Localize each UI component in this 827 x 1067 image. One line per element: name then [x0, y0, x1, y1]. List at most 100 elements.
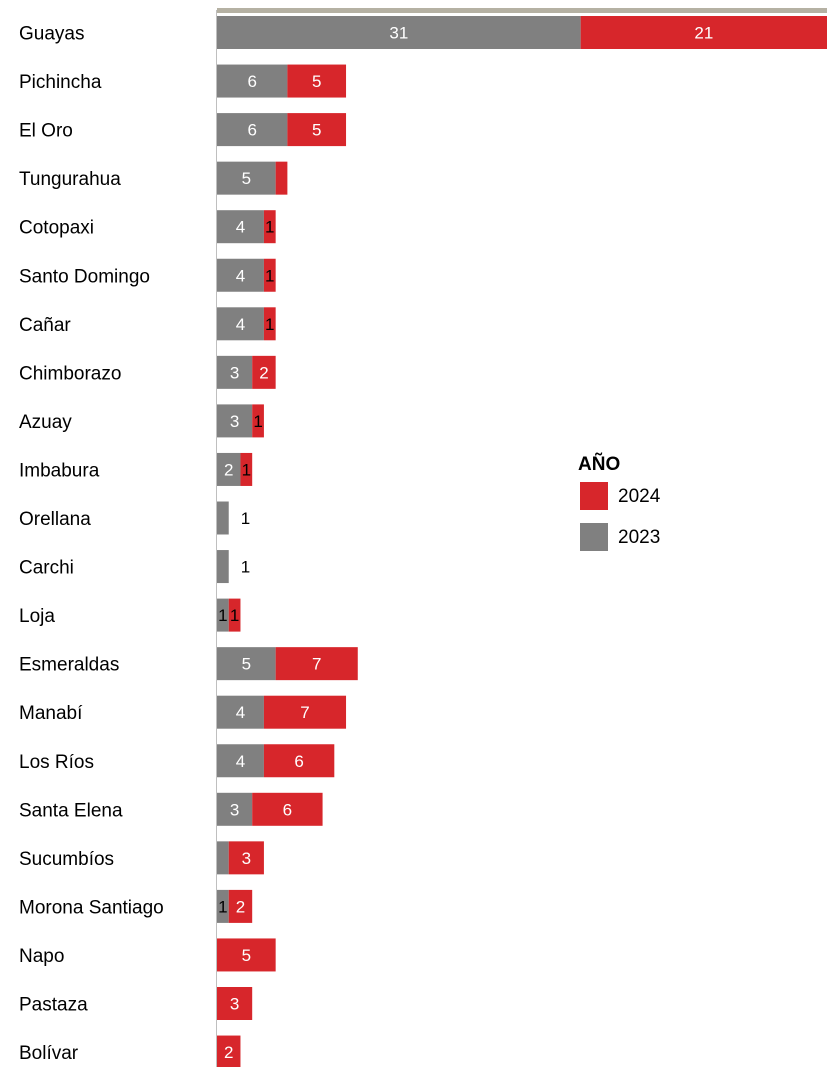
bar-2024-pastaza	[217, 987, 253, 1020]
bar-2024-canar	[263, 307, 276, 341]
value-label-2023-orellana: 1	[241, 509, 250, 528]
value-label-2024-napo: 5	[242, 946, 251, 965]
bar-2023-loja	[217, 598, 229, 632]
bar-2023-canar	[217, 307, 264, 341]
value-label-2024-manabi: 7	[300, 703, 309, 722]
value-label-2023-manabi: 4	[236, 703, 245, 722]
category-label-carchi: Carchi	[19, 558, 74, 579]
value-label-2024-esmeraldas: 7	[312, 655, 321, 674]
bar-2024-los-rios	[263, 744, 335, 778]
bar-2023-manabi	[217, 695, 264, 729]
value-label-2024-cotopaxi: 1	[265, 218, 274, 237]
bar-2023-sucumbios	[217, 841, 229, 875]
value-label-2023-esmeraldas: 5	[242, 655, 251, 674]
bar-2023-tungurahua	[217, 161, 276, 195]
value-label-2024-santa-elena: 6	[283, 800, 292, 819]
category-label-pastaza: Pastaza	[19, 995, 88, 1016]
category-label-azuay: Azuay	[19, 412, 72, 433]
bar-2024-santo-domingo	[263, 258, 276, 292]
category-label-pichincha: Pichincha	[19, 72, 102, 93]
category-label-tungurahua: Tungurahua	[19, 169, 121, 190]
value-label-2024-sucumbios: 3	[242, 849, 251, 868]
value-label-2023-canar: 4	[236, 315, 245, 334]
category-label-bolivar: Bolívar	[19, 1043, 79, 1064]
category-label-sucumbios: Sucumbíos	[19, 849, 114, 870]
bar-2024-el-oro	[287, 113, 347, 147]
bar-2023-carchi	[217, 550, 229, 584]
bar-2024-santa-elena	[252, 792, 323, 826]
bar-2023-chimborazo	[217, 355, 253, 389]
value-label-2024-imbabura: 1	[242, 460, 251, 479]
value-label-2023-santo-domingo: 4	[236, 266, 245, 285]
category-label-santo-domingo: Santo Domingo	[19, 266, 150, 287]
bar-2024-chimborazo	[252, 355, 276, 389]
bar-2024-napo	[217, 938, 276, 972]
category-label-morona-santiago: Morona Santiago	[19, 897, 164, 918]
legend-title: AÑO	[578, 453, 620, 475]
bar-2023-guayas	[217, 16, 581, 49]
bar-2024-loja	[228, 598, 241, 632]
category-label-manabi: Manabí	[19, 703, 83, 724]
value-label-2024-santo-domingo: 1	[265, 266, 274, 285]
category-label-cotopaxi: Cotopaxi	[19, 218, 94, 239]
category-label-loja: Loja	[19, 606, 55, 627]
category-label-el-oro: El Oro	[19, 121, 73, 142]
legend: AÑO 2024 2023	[578, 453, 661, 551]
category-labels: Guayas Pichincha El Oro Tungurahua Cotopaxi S…	[19, 24, 164, 1065]
bar-2024-guayas	[580, 16, 827, 49]
value-label-2023-santa-elena: 3	[230, 800, 239, 819]
bar-2023-cotopaxi	[217, 210, 264, 244]
bar-2023-santa-elena	[217, 792, 253, 826]
bar-2023-orellana	[217, 501, 229, 535]
bar-2024-morona-santiago	[228, 889, 253, 923]
category-label-imbabura: Imbabura	[19, 460, 100, 481]
value-label-2024-canar: 1	[265, 315, 274, 334]
legend-swatch-2024	[580, 482, 608, 510]
bars	[217, 16, 827, 1067]
category-label-guayas: Guayas	[19, 24, 84, 45]
value-label-2024-pichincha: 5	[312, 72, 321, 91]
legend-label-2023: 2023	[618, 527, 660, 548]
category-label-los-rios: Los Ríos	[19, 752, 94, 773]
value-label-2023-chimborazo: 3	[230, 363, 239, 382]
bar-2024-pichincha	[287, 64, 347, 98]
value-label-2023-cotopaxi: 4	[236, 218, 245, 237]
bar-2023-imbabura	[217, 452, 241, 486]
bar-2023-pichincha	[217, 64, 288, 98]
bar-2023-los-rios	[217, 744, 264, 778]
value-label-2023-carchi: 1	[241, 558, 250, 577]
value-label-2023-morona-santiago: 1	[218, 897, 227, 916]
value-label-2024-el-oro: 5	[312, 121, 321, 140]
category-label-chimborazo: Chimborazo	[19, 363, 121, 384]
bar-2023-el-oro	[217, 113, 288, 147]
value-label-2024-loja: 1	[230, 606, 239, 625]
value-label-2023-loja: 1	[218, 606, 227, 625]
bar-2024-cotopaxi	[263, 210, 276, 244]
value-label-2024-los-rios: 6	[294, 752, 303, 771]
value-label-2023-tungurahua: 5	[242, 169, 251, 188]
category-label-canar: Cañar	[19, 315, 71, 336]
value-label-2024-morona-santiago: 2	[236, 897, 245, 916]
value-label-2023-imbabura: 2	[224, 460, 233, 479]
value-label-2023-azuay: 3	[230, 412, 239, 431]
legend-swatch-2023	[580, 523, 608, 551]
bar-2024-imbabura	[240, 452, 253, 486]
bar-2024-bolivar	[217, 1035, 241, 1067]
bar-2023-morona-santiago	[217, 889, 229, 923]
bar-2024-azuay	[252, 404, 264, 438]
value-label-2024-azuay: 1	[253, 412, 262, 431]
value-label-2024-chimborazo: 2	[259, 363, 268, 382]
top-rule	[217, 8, 827, 13]
value-label-2024-pastaza: 3	[230, 995, 239, 1014]
bar-2024-sucumbios	[228, 841, 264, 875]
bar-2024-manabi	[263, 695, 347, 729]
bar-2024-tungurahua	[275, 161, 288, 195]
legend-label-2024: 2024	[618, 486, 661, 507]
value-label-2023-los-rios: 4	[236, 752, 245, 771]
value-label-2023-guayas: 31	[389, 24, 408, 43]
value-label-2024-guayas: 21	[694, 24, 713, 43]
value-label-2023-pichincha: 6	[247, 72, 256, 91]
category-label-santa-elena: Santa Elena	[19, 800, 123, 821]
